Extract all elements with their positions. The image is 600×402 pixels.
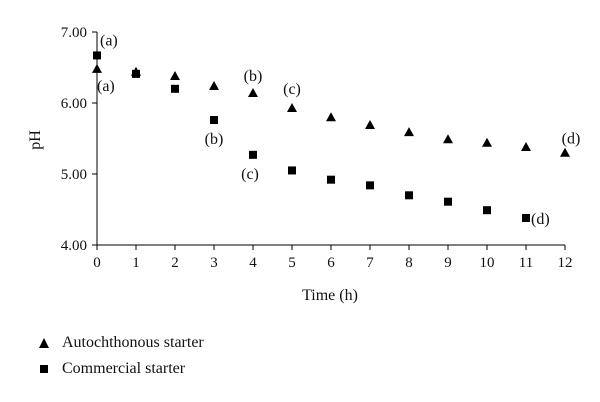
annotation-label: (c) [241, 166, 259, 183]
autochthonous-point [248, 88, 258, 98]
commercial-point [366, 181, 374, 190]
commercial-point [483, 206, 491, 215]
x-tick-label: 1 [132, 255, 140, 271]
y-tick-label: 5.00 [61, 167, 87, 183]
legend: Autochthonous starter Commercial starter [38, 330, 204, 382]
annotation-label: (a) [97, 78, 115, 95]
annotation-label: (c) [283, 81, 301, 98]
ph-chart: 4.005.006.007.000 1 2 3 4 5 6 7 8 9 10 11 12 (a)(a)(… [27, 25, 580, 304]
x-tick-label: 7 [366, 255, 374, 271]
autochthonous-point [92, 63, 102, 73]
autochthonous-point [287, 102, 297, 112]
commercial-point [405, 191, 413, 200]
legend-label-commercial: Commercial starter [62, 360, 186, 377]
commercial-point [444, 197, 452, 206]
annotation-label: (d) [531, 211, 550, 228]
autochthonous-point [521, 142, 531, 152]
x-tick-label: 2 [171, 255, 179, 271]
commercial-point [93, 51, 101, 60]
legend-item-autochthonous: Autochthonous starter [38, 330, 204, 356]
autochthonous-point [482, 137, 492, 147]
axes [92, 31, 566, 250]
y-axis-title: pH [27, 130, 44, 150]
commercial-point [132, 69, 140, 78]
x-tick-label: 3 [210, 255, 218, 271]
commercial-point [210, 116, 218, 125]
commercial-point [249, 150, 257, 159]
x-tick-label: 8 [405, 255, 413, 271]
annotation-label: (b) [205, 131, 224, 148]
square-marker-icon [38, 363, 60, 375]
autochthonous-point [170, 71, 180, 81]
x-tick-label: 10 [480, 255, 495, 271]
commercial-point [327, 175, 335, 184]
annotation-label: (a) [100, 32, 118, 49]
triangle-marker-icon [38, 337, 60, 349]
legend-item-commercial: Commercial starter [38, 356, 204, 382]
x-tick-label: 6 [327, 255, 335, 271]
x-axis-title: Time (h) [302, 287, 358, 304]
x-tick-label: 12 [558, 255, 573, 271]
commercial-point [171, 84, 179, 93]
annotation-label: (b) [244, 68, 263, 85]
autochthonous-point [326, 112, 336, 122]
y-tick-label: 4.00 [61, 238, 87, 254]
legend-label-autochthonous: Autochthonous starter [62, 334, 204, 351]
autochthonous-point [443, 134, 453, 144]
x-tick-label: 0 [93, 255, 101, 271]
y-tick-label: 6.00 [61, 96, 87, 112]
autochthonous-point [365, 120, 375, 130]
commercial-point [522, 214, 530, 223]
data-marks [92, 51, 570, 223]
x-tick-label: 5 [288, 255, 296, 271]
autochthonous-point [404, 127, 414, 137]
commercial-point [288, 166, 296, 175]
y-tick-label: 7.00 [61, 25, 87, 41]
x-tick-label: 4 [249, 255, 257, 271]
x-tick-label: 11 [519, 255, 533, 271]
tick-labels: 4.005.006.007.000 1 2 3 4 5 6 7 8 9 10 11 12 [61, 25, 573, 271]
autochthonous-point [560, 147, 570, 157]
x-tick-label: 9 [444, 255, 452, 271]
autochthonous-point [209, 80, 219, 90]
annotation-label: (d) [562, 131, 581, 148]
annotations: (a) (a) (b) (c) (b) (c) (d) (d) [97, 32, 580, 228]
